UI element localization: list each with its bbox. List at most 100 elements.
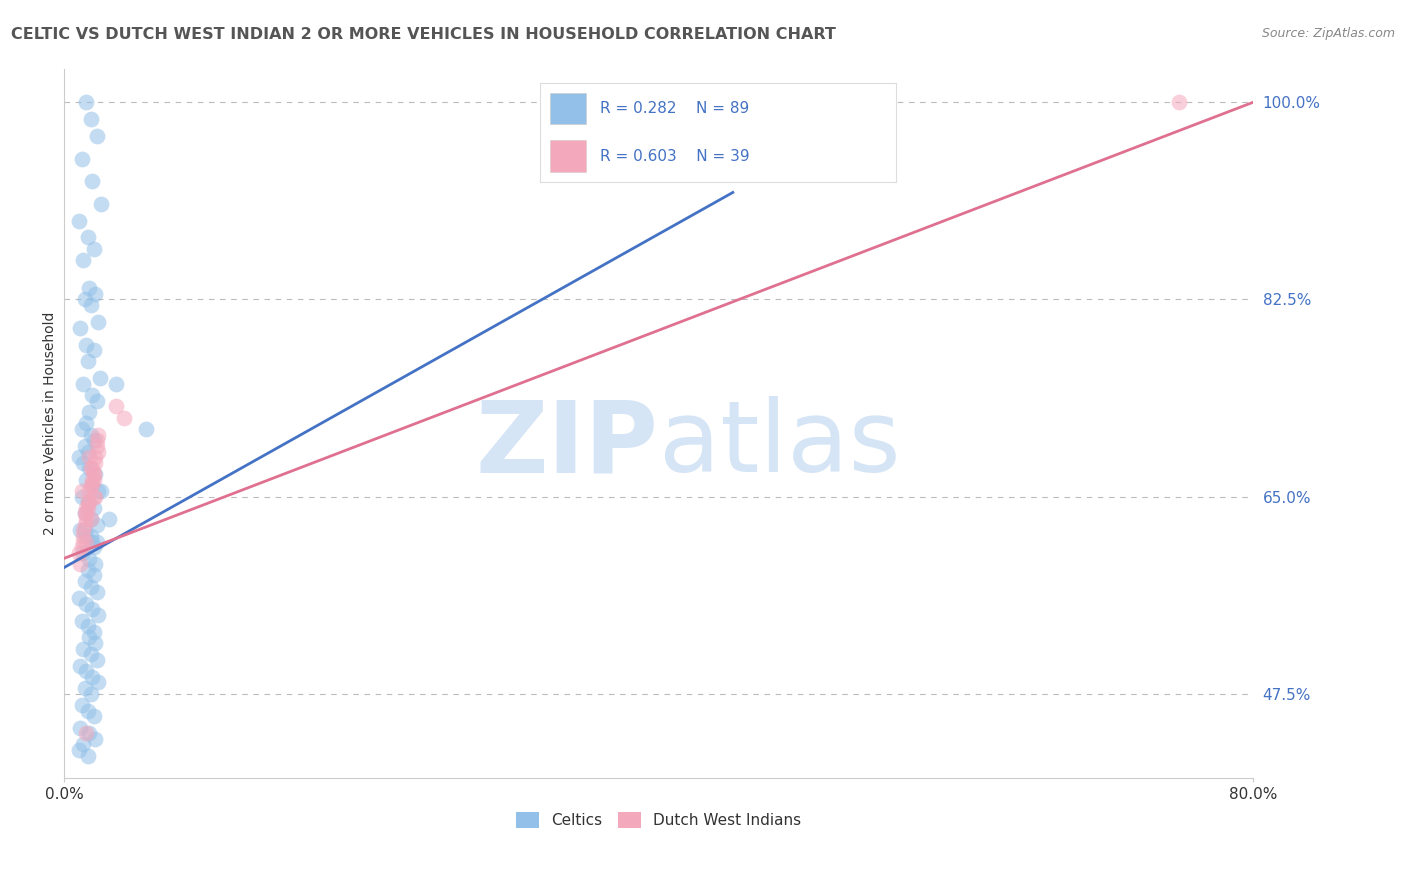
Point: [80, 112, 103, 127]
Point: [72, 738, 94, 752]
Point: [69, 721, 91, 735]
Point: [80, 427, 103, 442]
Point: [84, 450, 107, 465]
Point: [76, 619, 98, 633]
Text: Source: ZipAtlas.com: Source: ZipAtlas.com: [1261, 27, 1395, 40]
Point: [84, 636, 107, 650]
Point: [79, 495, 101, 509]
Point: [69, 658, 91, 673]
Point: [86, 585, 108, 599]
Point: [83, 473, 105, 487]
Point: [112, 410, 135, 425]
Point: [80, 298, 103, 312]
Point: [72, 376, 94, 391]
Point: [75, 337, 97, 351]
Point: [79, 551, 101, 566]
Point: [73, 517, 96, 532]
Point: [70, 698, 93, 712]
Point: [70, 541, 93, 555]
Point: [75, 500, 97, 515]
Point: [75, 534, 97, 549]
Point: [82, 478, 104, 492]
Point: [82, 602, 104, 616]
Point: [67, 450, 90, 465]
Point: [86, 653, 108, 667]
Point: [87, 483, 110, 498]
Point: [67, 213, 90, 227]
Point: [69, 557, 91, 571]
Point: [72, 546, 94, 560]
Point: [83, 242, 105, 256]
Point: [87, 427, 110, 442]
Point: [87, 607, 110, 622]
Point: [82, 461, 104, 475]
Point: [87, 675, 110, 690]
Point: [80, 580, 103, 594]
Point: [83, 541, 105, 555]
Point: [72, 529, 94, 543]
Point: [72, 456, 94, 470]
Point: [84, 557, 107, 571]
Point: [70, 490, 93, 504]
Point: [73, 439, 96, 453]
Point: [1167, 95, 1189, 110]
Point: [79, 726, 101, 740]
Point: [105, 400, 128, 414]
Point: [135, 422, 157, 436]
Point: [80, 648, 103, 662]
Point: [80, 512, 103, 526]
Point: [76, 500, 98, 515]
Point: [72, 253, 94, 268]
Point: [70, 614, 93, 628]
Point: [86, 434, 108, 448]
Point: [83, 568, 105, 582]
Point: [82, 174, 104, 188]
Point: [82, 478, 104, 492]
Point: [75, 417, 97, 431]
Point: [86, 534, 108, 549]
Point: [79, 483, 101, 498]
Point: [82, 534, 104, 549]
Point: [86, 129, 108, 144]
Point: [73, 293, 96, 307]
Point: [87, 315, 110, 329]
Point: [75, 473, 97, 487]
Point: [82, 388, 104, 402]
Point: [79, 405, 101, 419]
Point: [73, 524, 96, 538]
Point: [73, 574, 96, 588]
Text: CELTIC VS DUTCH WEST INDIAN 2 OR MORE VEHICLES IN HOUSEHOLD CORRELATION CHART: CELTIC VS DUTCH WEST INDIAN 2 OR MORE VE…: [11, 27, 837, 42]
Point: [75, 597, 97, 611]
Point: [80, 461, 103, 475]
Y-axis label: 2 or more Vehicles in Household: 2 or more Vehicles in Household: [44, 311, 58, 535]
Point: [72, 534, 94, 549]
Point: [76, 704, 98, 718]
Point: [84, 490, 107, 504]
Point: [76, 563, 98, 577]
Text: atlas: atlas: [658, 396, 900, 493]
Point: [80, 687, 103, 701]
Point: [83, 434, 105, 448]
Point: [83, 343, 105, 358]
Point: [84, 456, 107, 470]
Point: [83, 467, 105, 481]
Point: [79, 461, 101, 475]
Point: [76, 354, 98, 368]
Point: [86, 439, 108, 453]
Point: [84, 467, 107, 481]
Point: [69, 524, 91, 538]
Point: [80, 529, 103, 543]
Point: [73, 507, 96, 521]
Point: [72, 641, 94, 656]
Legend: Celtics, Dutch West Indians: Celtics, Dutch West Indians: [510, 806, 807, 834]
Point: [83, 500, 105, 515]
Point: [67, 546, 90, 560]
Point: [75, 512, 97, 526]
Point: [75, 507, 97, 521]
Point: [86, 517, 108, 532]
Point: [75, 529, 97, 543]
Point: [70, 483, 93, 498]
Point: [73, 507, 96, 521]
Point: [89, 371, 111, 385]
Point: [79, 281, 101, 295]
